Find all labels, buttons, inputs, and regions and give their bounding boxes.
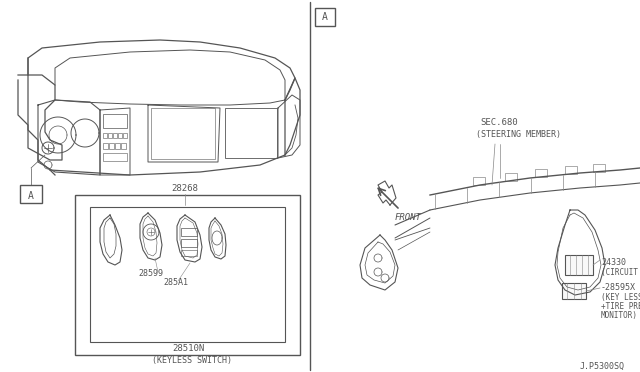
Bar	[109, 143, 114, 149]
Text: (KEYLESS SWITCH): (KEYLESS SWITCH)	[152, 356, 232, 365]
Text: 285A1: 285A1	[163, 278, 188, 287]
Bar	[315, 8, 335, 26]
Text: SEC.680: SEC.680	[480, 118, 518, 127]
Text: A: A	[322, 12, 328, 22]
Bar	[565, 255, 593, 275]
Bar	[562, 283, 586, 299]
Text: A: A	[28, 191, 34, 201]
Bar	[75, 195, 300, 355]
Bar	[565, 166, 577, 174]
Text: 28510N: 28510N	[172, 344, 204, 353]
Text: +TIRE PRESSURE: +TIRE PRESSURE	[601, 302, 640, 311]
Bar	[20, 185, 42, 203]
Bar	[115, 143, 120, 149]
Bar	[121, 143, 126, 149]
Text: J.P5300SQ: J.P5300SQ	[580, 362, 625, 371]
Bar	[593, 164, 605, 171]
Bar	[118, 133, 122, 138]
Text: -28595X: -28595X	[601, 283, 636, 292]
Bar	[181, 250, 197, 256]
Text: 28268: 28268	[172, 184, 198, 193]
Text: 24330: 24330	[601, 258, 626, 267]
Bar	[103, 133, 107, 138]
Bar	[113, 133, 117, 138]
Bar	[103, 153, 127, 161]
Text: (CIRCUIT BREAKER): (CIRCUIT BREAKER)	[601, 268, 640, 277]
Bar	[103, 143, 108, 149]
Bar	[535, 169, 547, 177]
Bar	[90, 207, 285, 342]
Bar	[181, 239, 197, 247]
Bar	[181, 228, 197, 236]
Text: 28599: 28599	[138, 269, 163, 278]
Bar	[103, 114, 127, 128]
Text: MONITOR): MONITOR)	[601, 311, 638, 320]
Bar	[473, 177, 485, 185]
Text: (KEY LESS CONTROL: (KEY LESS CONTROL	[601, 293, 640, 302]
Text: FRONT: FRONT	[395, 213, 422, 222]
Bar	[108, 133, 112, 138]
Bar	[505, 173, 517, 181]
Bar	[225, 108, 277, 158]
Bar	[151, 108, 215, 159]
Text: (STEERING MEMBER): (STEERING MEMBER)	[476, 130, 561, 139]
Bar	[123, 133, 127, 138]
